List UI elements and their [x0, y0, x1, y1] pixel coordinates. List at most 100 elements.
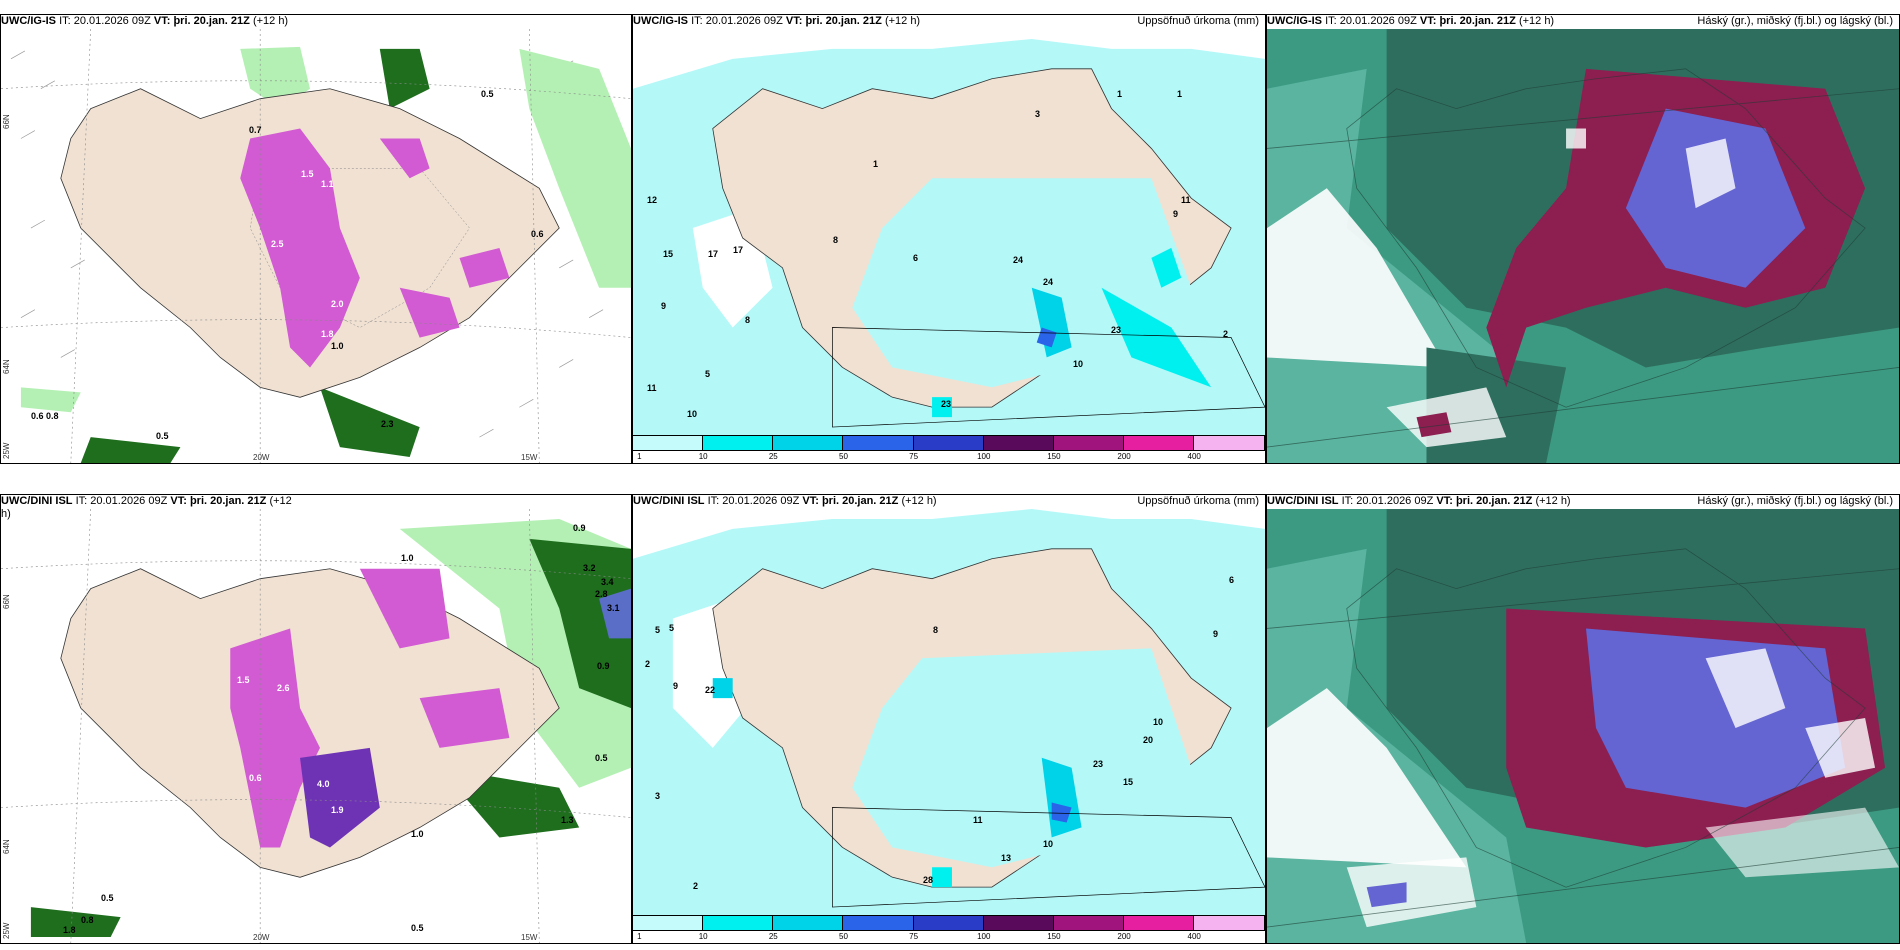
- colorbar-swatch: [1124, 915, 1195, 931]
- accum-value: 23: [1093, 759, 1104, 769]
- colorbar-tick: 50: [839, 452, 848, 461]
- lon-label: 25W: [2, 442, 11, 459]
- accum-value: 17: [708, 249, 719, 259]
- colorbar-swatch: [633, 915, 704, 931]
- accum-value: 6: [1229, 575, 1235, 585]
- panel-title: UWC/DINI ISL IT: 20.01.2026 09Z VT: þri.…: [633, 495, 937, 507]
- cloud-title: Háský (gr.), miðský (fj.bl.) og lágský (…: [1697, 495, 1893, 507]
- accum-map: 12 15 17 17 9 8 11 5 10 6 8 24 24 23 10 …: [633, 29, 1265, 435]
- accum-value: 17: [733, 245, 744, 255]
- precip-value: 1.0: [331, 341, 344, 351]
- colorbar-tick: 100: [977, 452, 991, 461]
- accum-value: 9: [661, 301, 667, 311]
- accum-value: 1: [873, 159, 879, 169]
- precip-value: 1.8: [63, 925, 76, 935]
- accum-value: 24: [1043, 277, 1054, 287]
- colorbar-swatch: [913, 915, 984, 931]
- colorbar: 1 10 25 50 75 100 150 200 400: [633, 435, 1265, 463]
- precip-value: 3.1: [607, 603, 620, 613]
- accum-value: 24: [1013, 255, 1024, 265]
- precip-value: 0.5: [156, 431, 169, 441]
- colorbar-swatch: [773, 435, 844, 451]
- precip-value: 1.0: [411, 829, 424, 839]
- cloud-panel-ig-is: UWC/IG-IS IT: 20.01.2026 09Z VT: þri. 20…: [1266, 14, 1900, 464]
- cloud-title: Háský (gr.), miðský (fj.bl.) og lágský (…: [1697, 15, 1893, 27]
- colorbar-tick: 75: [909, 452, 919, 461]
- cloud-panel-dini: UWC/DINI ISL IT: 20.01.2026 09Z VT: þri.…: [1266, 494, 1900, 944]
- precip-value: 0.8: [46, 411, 59, 421]
- colorbar-tick: 400: [1187, 452, 1201, 461]
- colorbar-tick: 1: [637, 932, 642, 941]
- accum-panel-dini: UWC/DINI ISL IT: 20.01.2026 09Z VT: þri.…: [632, 494, 1266, 944]
- colorbar-swatch: [633, 435, 704, 451]
- colorbar-tick: 150: [1047, 932, 1061, 941]
- accum-value: 11: [1181, 195, 1191, 205]
- lat-label: 64N: [2, 359, 11, 374]
- colorbar-tick: 50: [839, 932, 848, 941]
- precip-panel-dini: UWC/DINI ISL IT: 20.01.2026 09Z VT: þri.…: [0, 494, 632, 944]
- accum-value: 3: [655, 791, 661, 801]
- precip-value: 1.1: [321, 179, 334, 189]
- colorbar-swatch: [1053, 915, 1125, 931]
- lon-label: 15W: [521, 933, 538, 942]
- precip-value: 2.0: [331, 299, 344, 309]
- colorbar-swatch: [773, 915, 844, 931]
- lat-label: 64N: [2, 839, 11, 854]
- accum-value: 5: [705, 369, 711, 379]
- colorbar-swatch: [1194, 915, 1265, 931]
- precip-value: 0.6: [31, 411, 44, 421]
- precip-value: 0.5: [481, 89, 494, 99]
- panel-title: UWC/IG-IS IT: 20.01.2026 09Z VT: þri. 20…: [633, 15, 921, 27]
- precip-map: 0.9 1.0 3.2 2.8 3.4 3.1 0.9 0.5 2.6 1.5 …: [1, 509, 631, 943]
- accum-value: 1: [1117, 89, 1123, 99]
- panel-title: UWC/DINI ISL IT: 20.01.2026 09Z VT: þri.…: [1267, 495, 1571, 507]
- precip-value: 0.5: [411, 923, 424, 933]
- precip-value: 0.9: [573, 523, 586, 533]
- accum-value: 1: [1177, 89, 1183, 99]
- colorbar-swatch: [703, 435, 774, 451]
- lon-label: 25W: [2, 922, 11, 939]
- colorbar: 1 10 25 50 75 100 150 200 400: [633, 915, 1265, 943]
- panel-title: UWC/DINI ISL IT: 20.01.2026 09Z VT: þri.…: [1, 495, 292, 520]
- accum-value: 23: [1111, 325, 1122, 335]
- colorbar-swatch: [843, 435, 914, 451]
- accum-value: 9: [1173, 209, 1179, 219]
- accum-value: 11: [973, 815, 983, 825]
- precip-value: 2.5: [271, 239, 284, 249]
- lon-label: 20W: [253, 453, 270, 462]
- accum-value: 2: [1223, 329, 1229, 339]
- precip-panel-ig-is: UWC/IG-IS IT: 20.01.2026 09Z VT: þri. 20…: [0, 14, 632, 464]
- accum-map: 22 5 5 2 9 3 2 28 11 13 10 23 15 20 10 9…: [633, 509, 1265, 915]
- precip-value: 0.6: [249, 773, 262, 783]
- colorbar-swatch: [703, 915, 774, 931]
- precip-value: 1.0: [401, 553, 414, 563]
- precip-value: 0.8: [81, 915, 94, 925]
- colorbar-tick: 75: [909, 932, 919, 941]
- colorbar-swatch: [983, 435, 1054, 451]
- accum-value: 2: [693, 881, 699, 891]
- cloud-map: [1267, 29, 1899, 463]
- accum-value: 10: [1153, 717, 1164, 727]
- lon-label: 15W: [521, 453, 538, 462]
- colorbar-swatch: [843, 915, 914, 931]
- accum-value: 23: [941, 399, 952, 409]
- accum-value: 8: [833, 235, 839, 245]
- precip-value: 2.8: [595, 589, 608, 599]
- accum-value: 13: [1001, 853, 1012, 863]
- accum-value: 5: [669, 623, 675, 633]
- accum-value: 3: [1035, 109, 1041, 119]
- accum-panel-ig-is: UWC/IG-IS IT: 20.01.2026 09Z VT: þri. 20…: [632, 14, 1266, 464]
- accum-title: Uppsöfnuð úrkoma (mm): [1137, 15, 1259, 27]
- colorbar-tick: 25: [768, 932, 778, 941]
- colorbar-tick: 25: [768, 452, 778, 461]
- accum-value: 8: [933, 625, 939, 635]
- precip-value: 0.7: [249, 125, 262, 135]
- accum-value: 2: [645, 659, 651, 669]
- precip-value: 1.8: [321, 329, 334, 339]
- colorbar-tick: 150: [1047, 452, 1061, 461]
- accum-value: 15: [663, 249, 674, 259]
- accum-value: 10: [1043, 839, 1054, 849]
- accum-title: Uppsöfnuð úrkoma (mm): [1137, 495, 1259, 507]
- accum-value: 12: [647, 195, 658, 205]
- lat-label: 66N: [2, 114, 11, 129]
